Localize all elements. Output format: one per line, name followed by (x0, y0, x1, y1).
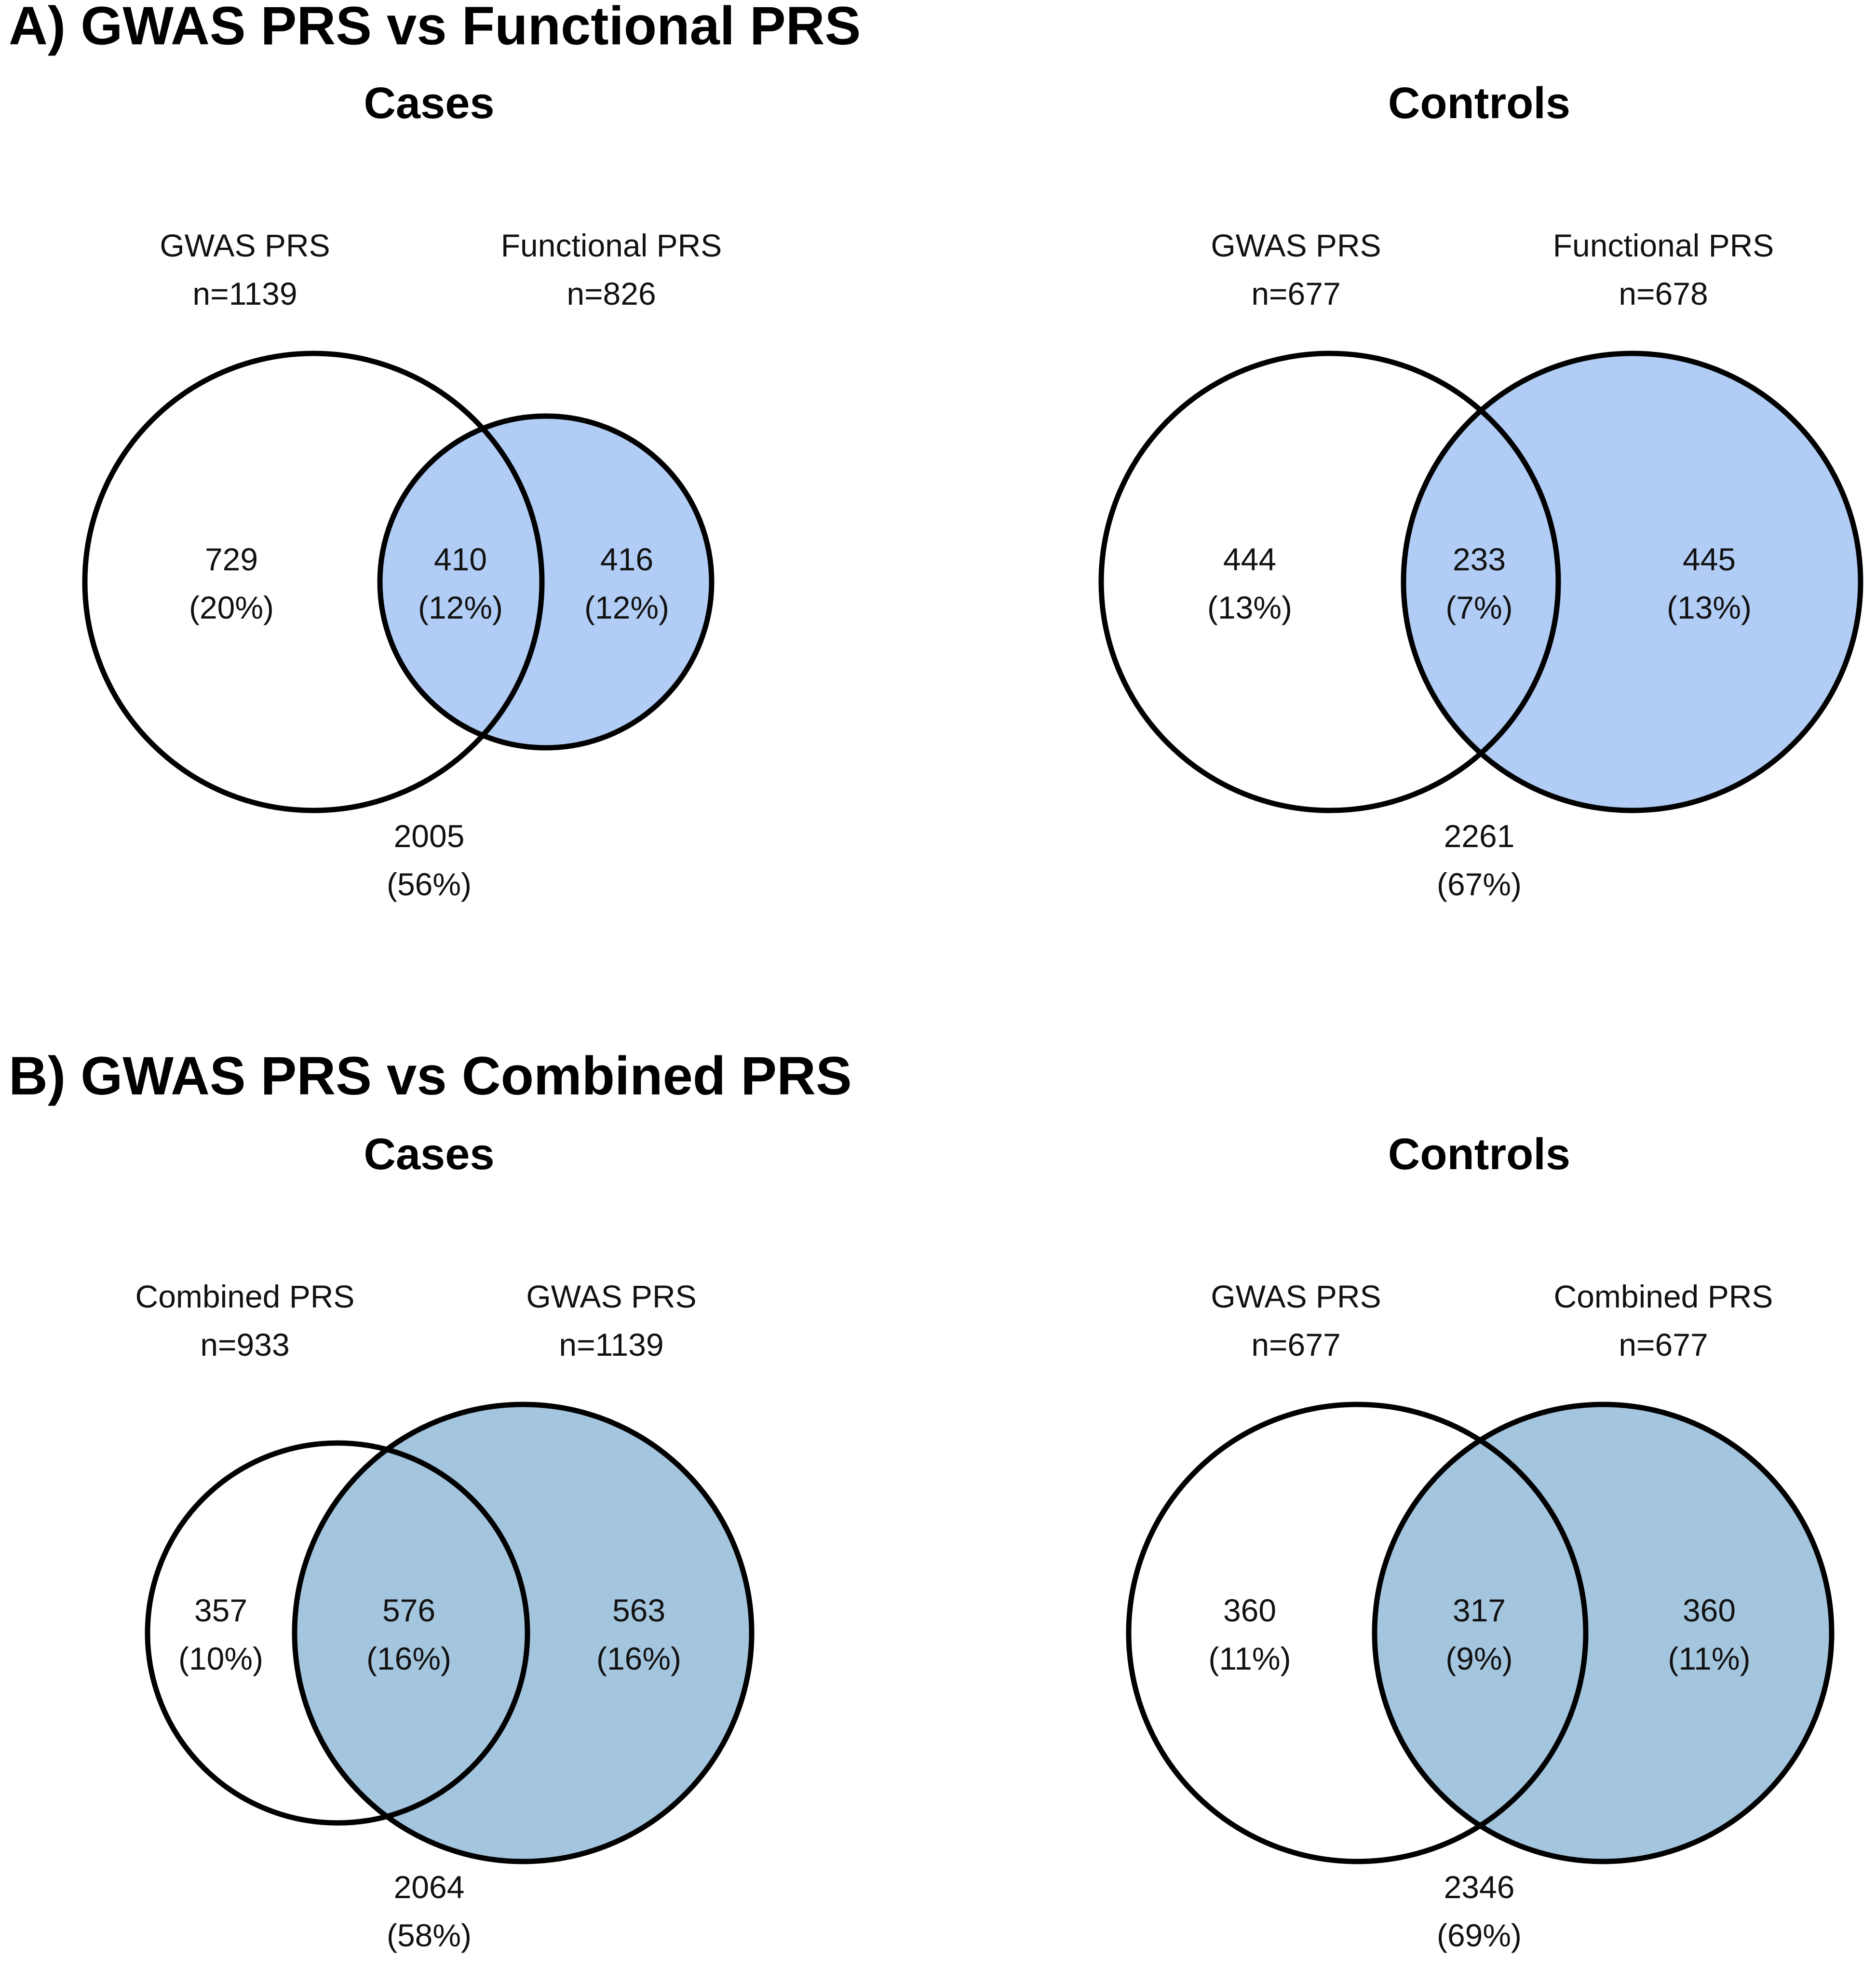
venn-a-controls-right-only-count: 445 (1683, 541, 1736, 577)
venn-b-controls-left-set-n: n=677 (1251, 1327, 1340, 1362)
venn-b-controls-outside-count: 2346 (1444, 1869, 1515, 1905)
venn-a-cases-left-set-n: n=1139 (192, 276, 297, 311)
venn-a-controls-right-set-label: Functional PRS (1553, 228, 1774, 263)
venn-b-cases-left-set-n: n=933 (200, 1327, 289, 1362)
venn-b-controls-right-only-pct: (11%) (1668, 1641, 1750, 1676)
venn-b-controls-title: Controls (1388, 1130, 1570, 1179)
venn-a-controls-left-set-label: GWAS PRS (1211, 228, 1381, 263)
venn-a-cases-outside-pct: (56%) (387, 866, 472, 902)
venn-a-cases: Cases GWAS PRS n=1139 Functional PRS n=8… (82, 79, 722, 902)
venn-b-controls-left-circle (1126, 1402, 1589, 1864)
venn-a-cases-overlap-pct: (12%) (418, 590, 503, 625)
venn-a-cases-right-fill (380, 416, 712, 748)
venn-a-cases-left-only-pct: (20%) (189, 590, 274, 625)
venn-b-cases-left-circle (145, 1440, 530, 1826)
panel-a-heading: A) GWAS PRS vs Functional PRS (9, 0, 861, 56)
venn-a-controls-left-set-n: n=677 (1251, 276, 1340, 311)
venn-b-controls-overlap-pct: (9%) (1445, 1641, 1512, 1676)
venn-a-controls-title: Controls (1388, 79, 1570, 128)
venn-b-controls-right-fill (1375, 1404, 1832, 1861)
venn-b-cases-right-only-count: 563 (612, 1592, 665, 1628)
venn-a-cases-right-only-count: 416 (600, 541, 653, 577)
venn-a-cases-right-set-n: n=826 (567, 276, 656, 311)
venn-b-cases-overlap-count: 576 (382, 1592, 435, 1628)
venn-a-controls-left-only-count: 444 (1223, 541, 1276, 577)
venn-a-cases-outside-count: 2005 (394, 818, 465, 854)
venn-a-controls-left-circle (1098, 351, 1561, 813)
venn-a-cases-left-set-label: GWAS PRS (160, 228, 330, 263)
venn-a-controls-overlap-pct: (7%) (1445, 590, 1512, 625)
venn-a-cases-right-set-label: Functional PRS (501, 228, 722, 263)
venn-b-controls-left-only-pct: (11%) (1208, 1641, 1291, 1676)
venn-a-cases-title: Cases (364, 79, 494, 128)
venn-b-cases-title: Cases (364, 1130, 494, 1179)
venn-a-controls-right-circle (1401, 351, 1863, 813)
venn-b-cases-left-set-label: Combined PRS (135, 1279, 355, 1314)
venn-a-controls-right-fill (1404, 353, 1861, 810)
venn-b-controls-left-only-count: 360 (1223, 1592, 1276, 1628)
venn-b-cases-right-fill (295, 1404, 752, 1861)
venn-a-controls-right-only-pct: (13%) (1667, 590, 1752, 625)
venn-b-controls-right-only-count: 360 (1683, 1592, 1736, 1628)
venn-b-controls-right-circle (1372, 1402, 1835, 1864)
venn-a-controls-outside-pct: (67%) (1437, 866, 1522, 902)
venn-b-cases-overlap-pct: (16%) (366, 1641, 451, 1676)
venn-b-cases-left-only-count: 357 (194, 1592, 247, 1628)
venn-b-controls-outside-pct: (69%) (1437, 1917, 1522, 1953)
venn-b-controls-right-set-n: n=677 (1619, 1327, 1708, 1362)
venn-b-cases-right-set-n: n=1139 (559, 1327, 663, 1362)
venn-b-cases-right-only-pct: (16%) (596, 1641, 681, 1676)
venn-b-cases-left-only-pct: (10%) (178, 1641, 263, 1676)
venn-b-cases-right-set-label: GWAS PRS (526, 1279, 696, 1314)
venn-b-cases-right-circle (292, 1402, 755, 1864)
venn-a-cases-overlap-count: 410 (434, 541, 487, 577)
venn-a-controls: Controls GWAS PRS n=677 Functional PRS n… (1098, 79, 1863, 902)
venn-a-controls-overlap-count: 233 (1453, 541, 1506, 577)
venn-b-controls-left-set-label: GWAS PRS (1211, 1279, 1381, 1314)
venn-b-cases-outside-count: 2064 (394, 1869, 465, 1905)
venn-a-cases-right-circle (377, 413, 715, 751)
venn-a-cases-right-only-pct: (12%) (584, 590, 669, 625)
venn-b-controls-overlap-count: 317 (1453, 1592, 1506, 1628)
venn-a-controls-outside-count: 2261 (1444, 818, 1515, 854)
venn-b-controls: Controls GWAS PRS n=677 Combined PRS n=6… (1126, 1130, 1835, 1953)
venn-a-controls-right-set-n: n=678 (1619, 276, 1708, 311)
venn-a-cases-left-only-count: 729 (205, 541, 258, 577)
venn-a-controls-left-only-pct: (13%) (1207, 590, 1292, 625)
venn-b-controls-right-set-label: Combined PRS (1554, 1279, 1773, 1314)
venn-b-cases-outside-pct: (58%) (387, 1917, 472, 1953)
venn-a-cases-left-circle (82, 351, 545, 813)
venn-b-cases: Cases Combined PRS n=933 GWAS PRS n=1139… (135, 1130, 755, 1953)
panel-b-heading: B) GWAS PRS vs Combined PRS (9, 1046, 852, 1106)
